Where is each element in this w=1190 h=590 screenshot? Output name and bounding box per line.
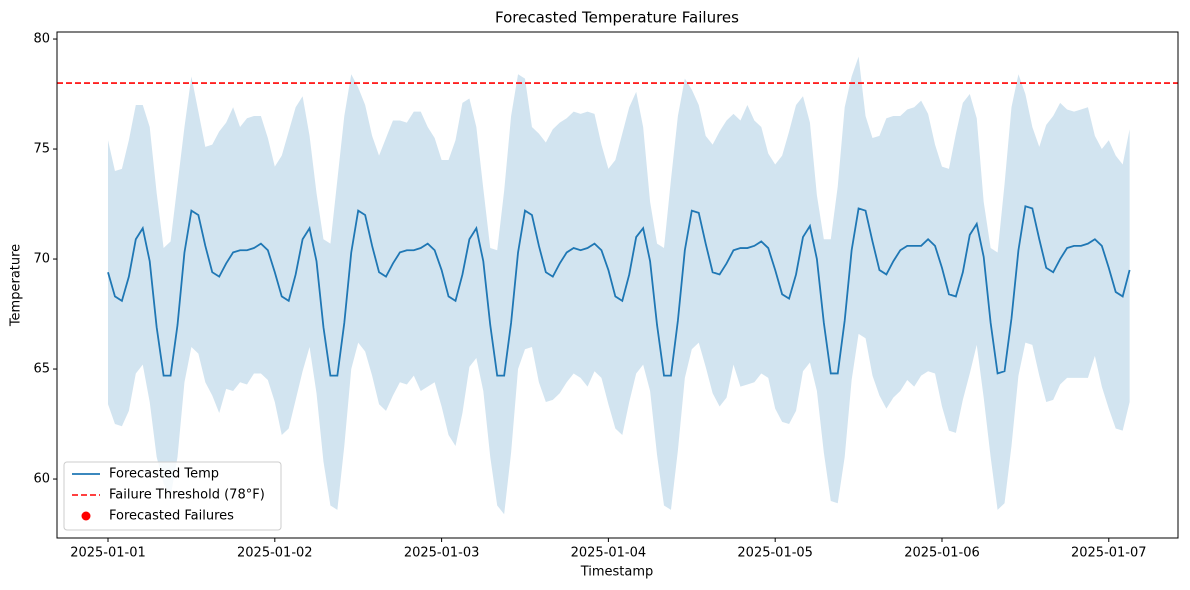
y-tick-label: 65 — [33, 362, 50, 377]
x-tick-label: 2025-01-03 — [404, 546, 480, 561]
legend-label: Forecasted Temp — [109, 467, 219, 482]
x-tick-label: 2025-01-01 — [70, 546, 146, 561]
y-tick-label: 70 — [33, 252, 50, 267]
y-axis-label: Temperature — [9, 244, 24, 327]
x-tick-label: 2025-01-05 — [737, 546, 813, 561]
x-tick-label: 2025-01-04 — [571, 546, 647, 561]
legend-swatch — [81, 511, 91, 521]
legend-label: Failure Threshold (78°F) — [109, 488, 265, 503]
legend-box — [63, 461, 282, 531]
line — [107, 205, 1131, 377]
chart-title: Forecasted Temperature Failures — [495, 9, 739, 27]
x-tick-label: 2025-01-02 — [237, 546, 313, 561]
y-tick-label: 60 — [33, 472, 50, 487]
x-axis-label: Timestamp — [580, 565, 654, 580]
x-tick-label: 2025-01-06 — [904, 546, 980, 561]
y-tick-label: 80 — [33, 32, 50, 47]
legend-label: Forecasted Failures — [109, 509, 234, 524]
y-tick-label: 75 — [33, 142, 50, 157]
plot-frame — [56, 31, 1179, 539]
confidence-band — [108, 56, 1130, 515]
x-tick-label: 2025-01-07 — [1071, 546, 1147, 561]
